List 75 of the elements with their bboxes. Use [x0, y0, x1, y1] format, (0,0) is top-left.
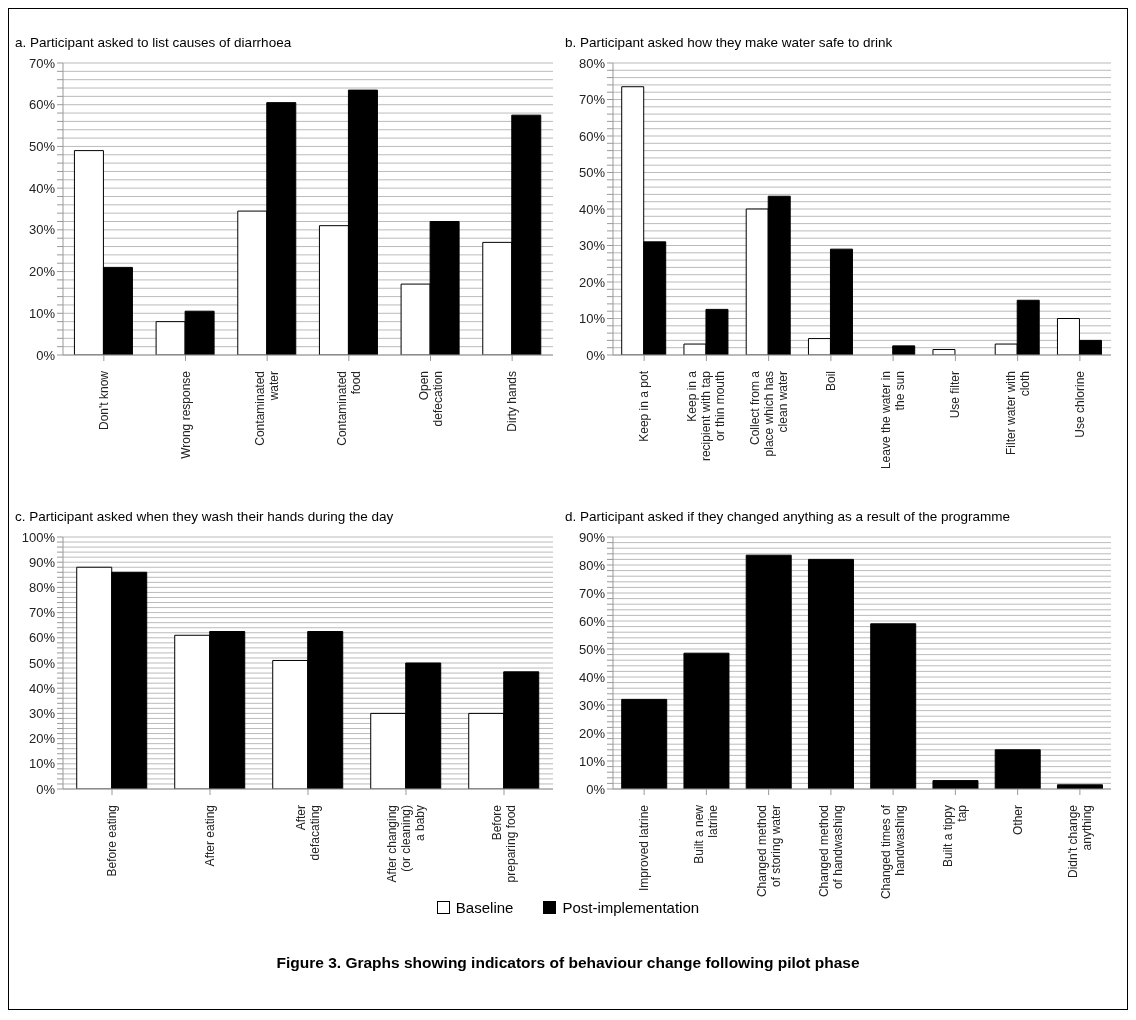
x-tick-label: Don't know — [96, 370, 111, 430]
bar — [807, 558, 854, 789]
y-tick-label: 40% — [578, 669, 606, 685]
y-tick-label: 80% — [578, 55, 606, 71]
chart-title: b. Participant asked how they make water safe to drink — [565, 35, 894, 52]
y-tick-label: 60% — [28, 630, 56, 646]
x-tick-label: Wrong response — [178, 370, 193, 459]
x-tick-label: Didn't change anything — [1065, 804, 1094, 879]
x-tick-label: After defacating — [294, 805, 322, 861]
y-tick-label: 10% — [578, 753, 606, 769]
y-tick-label: 50% — [28, 655, 56, 671]
x-tick-label: Keep in a recipient with tap or thin mouth — [685, 370, 728, 462]
x-tick-label: Boil — [823, 371, 838, 392]
x-tick-label: Contaminated water — [253, 371, 282, 446]
chart-title: a. Participant asked to list causes of diarrhoea — [15, 35, 293, 52]
y-tick-label: 70% — [28, 55, 56, 71]
x-tick-label: Use filter — [948, 371, 963, 419]
y-tick-label: 10% — [28, 756, 56, 772]
bar — [994, 749, 1041, 789]
bar — [745, 554, 792, 789]
y-tick-label: 20% — [28, 264, 56, 280]
bar — [621, 698, 668, 789]
legend-label: Baseline — [455, 899, 514, 916]
bar — [870, 623, 917, 789]
y-tick-label: 70% — [28, 605, 56, 621]
x-tick-label: Other — [1010, 805, 1025, 836]
y-tick-label: 50% — [578, 165, 606, 181]
x-tick-label: Improved latrine — [637, 804, 652, 892]
y-tick-label: 40% — [578, 201, 606, 217]
bar — [892, 345, 916, 355]
y-tick-label: 10% — [28, 305, 56, 321]
x-tick-label: Use chlorine — [1072, 370, 1087, 438]
x-tick-label: Built a new latrine — [692, 804, 721, 864]
y-tick-label: 20% — [578, 725, 606, 741]
y-tick-label: 40% — [28, 180, 56, 196]
x-tick-label: Built a tippy tap — [941, 804, 970, 868]
y-tick-label: 0% — [36, 347, 56, 363]
y-tick-label: 30% — [28, 222, 56, 238]
y-tick-label: 90% — [578, 529, 606, 545]
x-tick-label: Dirty hands — [505, 371, 520, 432]
y-tick-label: 30% — [578, 697, 606, 713]
y-tick-label: 10% — [578, 311, 606, 327]
x-tick-label: Open defecation — [416, 371, 445, 427]
y-tick-label: 30% — [28, 706, 56, 722]
y-tick-label: 0% — [586, 781, 606, 797]
bar — [932, 780, 979, 789]
y-tick-label: 80% — [578, 557, 606, 573]
x-tick-label: After changing (or cleaning) a baby — [385, 805, 427, 883]
x-tick-label: Contaminated food — [334, 371, 363, 446]
x-tick-label: Keep in a pot — [637, 370, 652, 442]
y-tick-label: 90% — [28, 554, 56, 570]
x-tick-label: Filter water with cloth — [1003, 371, 1032, 456]
y-tick-label: 30% — [578, 238, 606, 254]
chart-title: c. Participant asked when they wash their hands during the day — [15, 509, 395, 526]
bar — [683, 652, 730, 789]
y-tick-label: 20% — [28, 731, 56, 747]
y-tick-label: 20% — [578, 274, 606, 290]
chart-title: d. Participant asked if they changed anything as a result of the programme — [565, 509, 1011, 526]
y-tick-label: 60% — [578, 128, 606, 144]
y-tick-label: 40% — [28, 680, 56, 696]
x-tick-label: Leave the water in the sun — [879, 371, 908, 470]
x-tick-label: Before eating — [105, 805, 119, 877]
y-tick-label: 60% — [28, 97, 56, 113]
y-tick-label: 50% — [28, 139, 56, 155]
y-tick-label: 70% — [578, 585, 606, 601]
y-tick-label: 100% — [21, 529, 56, 545]
legend-label: Post-implementation — [562, 899, 700, 916]
y-tick-label: 70% — [578, 92, 606, 108]
y-tick-label: 0% — [586, 347, 606, 363]
x-tick-label: After eating — [203, 805, 217, 867]
y-tick-label: 60% — [578, 613, 606, 629]
caption: Figure 3. Graphs showing indicators of behaviour change following pilot phase — [275, 954, 861, 972]
y-tick-label: 80% — [28, 580, 56, 596]
y-tick-label: 50% — [578, 641, 606, 657]
y-tick-label: 0% — [36, 781, 56, 797]
